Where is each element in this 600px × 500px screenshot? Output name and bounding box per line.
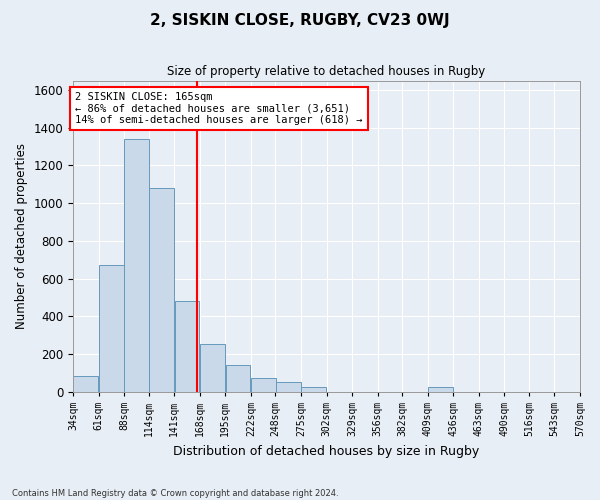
Bar: [175, 302, 199, 392]
Bar: [99, 266, 124, 392]
Bar: [124, 139, 149, 392]
X-axis label: Distribution of detached houses by size in Rugby: Distribution of detached houses by size …: [173, 444, 479, 458]
Bar: [251, 378, 276, 392]
Text: 2, SISKIN CLOSE, RUGBY, CV23 0WJ: 2, SISKIN CLOSE, RUGBY, CV23 0WJ: [150, 12, 450, 28]
Y-axis label: Number of detached properties: Number of detached properties: [15, 143, 28, 329]
Bar: [301, 387, 326, 392]
Bar: [149, 188, 174, 392]
Title: Size of property relative to detached houses in Rugby: Size of property relative to detached ho…: [167, 65, 485, 78]
Bar: [200, 344, 225, 392]
Bar: [226, 366, 250, 392]
Bar: [73, 376, 98, 392]
Bar: [276, 382, 301, 392]
Bar: [428, 387, 453, 392]
Text: 2 SISKIN CLOSE: 165sqm
← 86% of detached houses are smaller (3,651)
14% of semi-: 2 SISKIN CLOSE: 165sqm ← 86% of detached…: [75, 92, 362, 125]
Text: Contains HM Land Registry data © Crown copyright and database right 2024.: Contains HM Land Registry data © Crown c…: [12, 488, 338, 498]
